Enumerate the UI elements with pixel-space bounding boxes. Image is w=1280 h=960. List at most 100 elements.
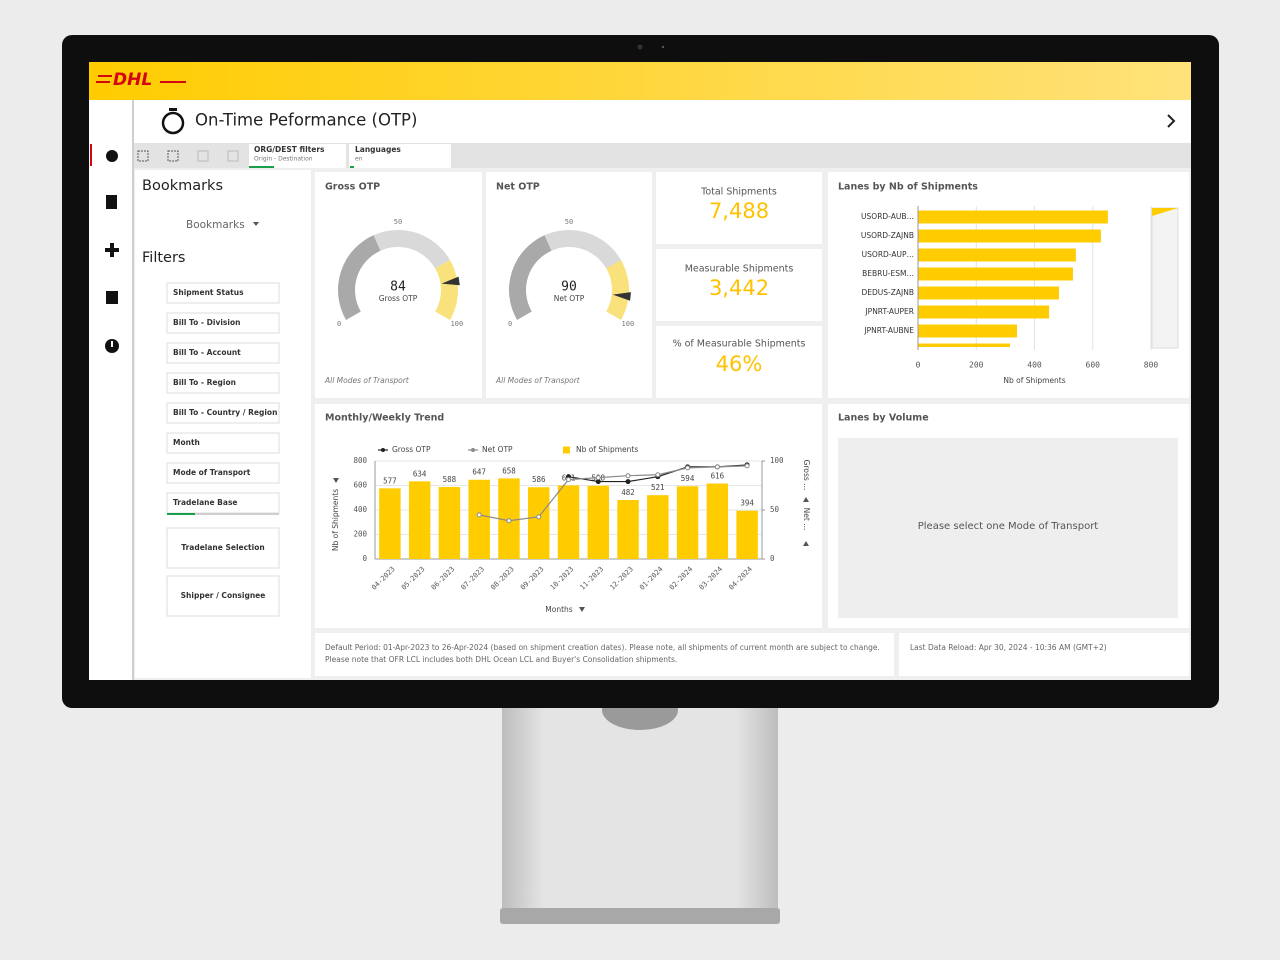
- filter-tab[interactable]: ORG/DEST filters Origin - Destination: [249, 144, 346, 168]
- bar-value-label: 394: [740, 499, 754, 508]
- filter-label: Bill To - Division: [173, 318, 240, 327]
- kpi-label: Measurable Shipments: [685, 264, 794, 275]
- bar: [918, 210, 1108, 224]
- filter-bg: [166, 342, 280, 364]
- nav-icon-reports[interactable]: [106, 195, 117, 209]
- tool-icon[interactable]: [137, 150, 149, 162]
- tool-icon[interactable]: [197, 150, 209, 162]
- bar: [736, 510, 758, 559]
- kpi-card: [656, 172, 822, 244]
- x-axis-label[interactable]: Months: [545, 605, 573, 614]
- kpi-label: % of Measurable Shipments: [673, 339, 806, 350]
- bar: [918, 324, 1018, 338]
- bar: [676, 486, 699, 559]
- sidebar-button[interactable]: Tradelane Selection: [166, 527, 280, 569]
- line-point: [595, 475, 601, 481]
- bar: [918, 229, 1101, 243]
- gauge-tick-label: 0: [508, 320, 512, 328]
- dropdown-caret: [253, 222, 259, 226]
- gauge-band: [606, 260, 629, 320]
- tab-indicator: [249, 166, 274, 168]
- icon-rail: [89, 100, 133, 680]
- bar-value-label: 577: [383, 476, 397, 485]
- tab-title: ORG/DEST filters: [254, 145, 325, 154]
- filters-title: Filters: [142, 250, 185, 266]
- filter-label: Shipment Status: [173, 288, 244, 297]
- sidebar-button[interactable]: Shipper / Consignee: [166, 575, 280, 617]
- filter-box[interactable]: Bill To - Region: [166, 372, 280, 394]
- logo[interactable]: DHL: [96, 70, 186, 90]
- monitor-stand: [502, 706, 778, 910]
- filter-box[interactable]: Bill To - Account: [166, 342, 280, 364]
- x-tick-label: 600: [1086, 361, 1101, 370]
- filter-tab[interactable]: Languages en: [349, 144, 451, 168]
- gauge-band: [338, 235, 381, 320]
- filter-box[interactable]: Bill To - Division: [166, 312, 280, 334]
- axis-menu-caret[interactable]: [803, 541, 809, 546]
- next-arrow[interactable]: [1167, 114, 1176, 128]
- axis-menu-caret[interactable]: [333, 478, 339, 483]
- gauge-band: [509, 235, 552, 320]
- legend-swatch: [471, 448, 475, 452]
- filter-progress-fill: [167, 513, 195, 515]
- line-series: [479, 465, 748, 522]
- stopwatch-icon: [169, 108, 177, 111]
- line-point: [595, 479, 601, 485]
- bar-value-label: 647: [472, 468, 486, 477]
- bookmarks-title: Bookmarks: [142, 178, 223, 194]
- title-row: [134, 100, 1191, 143]
- bar: [617, 499, 639, 559]
- gauge-tick-label: 0: [337, 320, 341, 328]
- gauge-value: 90: [561, 280, 577, 295]
- filter-box[interactable]: Bill To - Country / Region: [166, 402, 280, 424]
- button-label: Tradelane Selection: [181, 543, 264, 552]
- bar: [557, 485, 580, 559]
- bar-value-label: 521: [651, 483, 665, 492]
- x-axis-label: Nb of Shipments: [1003, 376, 1065, 385]
- legend-swatch: [563, 446, 570, 454]
- y2-axis-label: Net ...: [802, 508, 811, 531]
- filter-box[interactable]: Mode of Transport: [166, 462, 280, 484]
- nav-icon-otp[interactable]: [106, 150, 118, 162]
- y-tick-label: BEBRU-ESM…: [862, 269, 914, 278]
- y2-tick-label: 50: [770, 505, 780, 514]
- bookmarks-button[interactable]: Bookmarks: [186, 219, 245, 231]
- line-point: [506, 518, 512, 524]
- kpi-label: Total Shipments: [700, 187, 777, 198]
- y2-tick-label: 0: [770, 554, 775, 563]
- tab-title: Languages: [355, 145, 401, 154]
- bar: [918, 267, 1073, 281]
- gauge-needle: [441, 276, 460, 286]
- filter-box[interactable]: Month: [166, 432, 280, 454]
- axis-menu-caret[interactable]: [579, 607, 585, 612]
- axis-menu-caret[interactable]: [803, 497, 809, 502]
- filter-box[interactable]: Tradelane Base: [166, 492, 280, 515]
- legend-item[interactable]: Net OTP: [468, 445, 513, 454]
- y-tick-label: USORD-AUB…: [861, 212, 914, 221]
- alert-glyph: [111, 341, 113, 347]
- legend-item[interactable]: Gross OTP: [378, 445, 431, 454]
- scroll-preview[interactable]: [1151, 207, 1179, 349]
- filter-bg: [166, 402, 280, 424]
- tool-icon[interactable]: [167, 150, 179, 162]
- filter-bg: [166, 282, 280, 304]
- button-label: Shipper / Consignee: [181, 591, 266, 600]
- gauge-band: [435, 260, 458, 320]
- footer-reload: Last Data Reload: Apr 30, 2024 - 10:36 A…: [910, 643, 1107, 652]
- button-bg: [166, 575, 280, 617]
- filter-box[interactable]: Shipment Status: [166, 282, 280, 304]
- panel-title: Net OTP: [496, 182, 540, 193]
- y-tick-label: 400: [353, 505, 367, 514]
- gauge-needle: [612, 292, 631, 301]
- empty-message: Please select one Mode of Transport: [918, 521, 1099, 532]
- line-point: [536, 514, 542, 520]
- x-tick-label: 200: [969, 361, 984, 370]
- bar: [706, 483, 729, 559]
- stand-base: [500, 908, 780, 924]
- nav-icon-lanes[interactable]: [105, 243, 119, 257]
- footer-note: Please note that OFR LCL includes both D…: [325, 655, 677, 664]
- nav-icon-documents[interactable]: [106, 291, 118, 304]
- legend-item[interactable]: Nb of Shipments: [563, 445, 638, 454]
- panel-title: Gross OTP: [325, 182, 380, 193]
- tool-icon[interactable]: [227, 150, 239, 162]
